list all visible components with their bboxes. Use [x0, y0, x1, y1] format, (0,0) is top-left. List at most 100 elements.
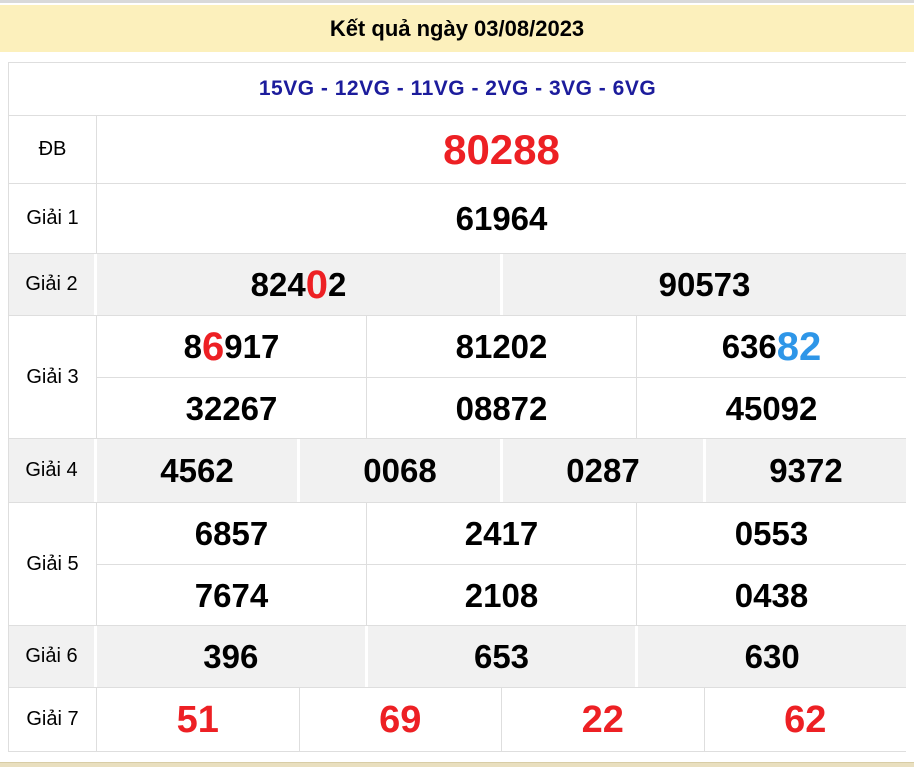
prize-values-area: 8 6 917 81202 636 82 32267 08872 45092	[97, 316, 906, 438]
highlighted-digits: 69	[379, 698, 422, 741]
prize-digits: 90573	[658, 266, 751, 303]
prize-number-cell: 69	[298, 688, 502, 751]
prize-digits: 2417	[464, 515, 539, 552]
prize-table-rows: ĐB 80288 Giải 1 61964 Giải 2 824 0 2 90573 Giải 3…	[9, 115, 906, 751]
prize-number-cell: 0068	[297, 439, 500, 502]
highlighted-digits: 80288	[443, 125, 560, 173]
prize-number-cell: 32267	[97, 378, 366, 438]
prize-line: 8 6 917 81202 636 82	[97, 316, 906, 377]
prize-number-cell: 8 6 917	[97, 316, 366, 377]
prize-digits: 45092	[725, 389, 818, 427]
prize-digits: 0438	[734, 576, 809, 614]
prize-values-area: 824 0 2 90573	[97, 254, 906, 315]
prize-digits: 6857	[194, 515, 269, 552]
prize-number-cell: 0438	[636, 565, 906, 625]
prize-values-area: 4562 0068 0287 9372	[97, 439, 906, 502]
prize-digits: 917	[224, 328, 280, 365]
prize-number-cell: 51	[97, 688, 299, 751]
result-header-band: Kết quả ngày 03/08/2023	[0, 5, 914, 52]
prize-values-area: 61964	[97, 184, 906, 253]
prize-label-g5: Giải 5	[9, 503, 97, 625]
prize-digits: 0553	[734, 515, 809, 552]
prize-line: 51 69 22 62	[97, 688, 906, 751]
prize-number-cell: 4562	[97, 439, 297, 502]
prize-line: 4562 0068 0287 9372	[97, 439, 906, 502]
prize-digits: 636	[721, 328, 777, 365]
prize-label-g2: Giải 2	[9, 254, 97, 315]
prize-digits: 2	[327, 266, 347, 303]
prize-digits: 4562	[160, 452, 234, 489]
prize-number-cell: 396	[97, 626, 365, 687]
prize-row-g7: Giải 7 51 69 22 62	[9, 687, 906, 751]
prize-number-cell: 824 0 2	[97, 254, 500, 315]
prize-digits: 61964	[455, 200, 548, 237]
prize-label-g7: Giải 7	[9, 688, 97, 751]
prize-number-cell: 90573	[500, 254, 906, 315]
top-divider	[0, 0, 914, 3]
station-codes-row: 15VG - 12VG - 11VG - 2VG - 3VG - 6VG	[9, 63, 906, 115]
prize-label-db: ĐB	[9, 116, 97, 183]
highlighted-digits: 62	[784, 698, 827, 741]
prize-values-area: 80288	[97, 116, 906, 183]
prize-line: 6857 2417 0553	[97, 503, 906, 564]
highlighted-digits: 82	[776, 324, 822, 369]
prize-number-cell: 9372	[703, 439, 906, 502]
prize-line: 396 653 630	[97, 626, 906, 687]
prize-label-g4: Giải 4	[9, 439, 97, 502]
prize-digits: 7674	[194, 576, 269, 614]
prize-row-g3: Giải 3 8 6 917 81202 636 82 32267 08872 45092	[9, 315, 906, 438]
prize-number-cell: 6857	[97, 503, 366, 564]
prize-line: 61964	[97, 184, 906, 253]
prize-digits: 630	[744, 638, 800, 675]
lottery-results-table: 15VG - 12VG - 11VG - 2VG - 3VG - 6VG ĐB 8…	[8, 62, 906, 752]
prize-number-cell: 81202	[366, 316, 636, 377]
prize-number-cell: 636 82	[636, 316, 906, 377]
prize-digits: 9372	[769, 452, 843, 489]
station-codes-text: 15VG - 12VG - 11VG - 2VG - 3VG - 6VG	[258, 77, 657, 100]
prize-digits: 824	[250, 266, 306, 303]
prize-number-cell: 45092	[636, 378, 906, 438]
prize-number-cell: 22	[501, 688, 704, 751]
prize-values-area: 6857 2417 0553 7674 2108 0438	[97, 503, 906, 625]
prize-row-g5: Giải 5 6857 2417 0553 7674 2108 0438	[9, 502, 906, 625]
prize-digits: 32267	[185, 389, 278, 427]
prize-line: 80288	[97, 116, 906, 183]
prize-label-g6: Giải 6	[9, 626, 97, 687]
prize-row-g4: Giải 4 4562 0068 0287 9372	[9, 438, 906, 502]
prize-digits: 0287	[566, 452, 640, 489]
prize-number-cell: 0553	[636, 503, 906, 564]
prize-number-cell: 7674	[97, 565, 366, 625]
prize-number-cell: 0287	[500, 439, 703, 502]
prize-line: 824 0 2 90573	[97, 254, 906, 315]
page-title: Kết quả ngày 03/08/2023	[329, 15, 585, 41]
prize-digits: 2108	[464, 576, 539, 614]
prize-number-cell: 2108	[366, 565, 636, 625]
prize-number-cell: 61964	[97, 184, 906, 253]
highlighted-digits: 51	[176, 698, 219, 741]
highlighted-digits: 6	[202, 324, 225, 369]
prize-row-g2: Giải 2 824 0 2 90573	[9, 253, 906, 315]
prize-digits: 396	[203, 638, 259, 675]
prize-line: 7674 2108 0438	[97, 564, 906, 625]
prize-number-cell: 08872	[366, 378, 636, 438]
prize-digits: 08872	[455, 389, 548, 427]
prize-number-cell: 2417	[366, 503, 636, 564]
prize-digits: 0068	[363, 452, 437, 489]
prize-row-g6: Giải 6 396 653 630	[9, 625, 906, 687]
prize-number-cell: 62	[703, 688, 907, 751]
prize-values-area: 396 653 630	[97, 626, 906, 687]
highlighted-digits: 0	[305, 262, 328, 307]
prize-line: 32267 08872 45092	[97, 377, 906, 438]
prize-digits: 8	[183, 328, 203, 365]
prize-number-cell: 80288	[97, 116, 906, 183]
bottom-divider	[0, 762, 914, 767]
prize-label-g1: Giải 1	[9, 184, 97, 253]
prize-values-area: 51 69 22 62	[97, 688, 906, 751]
prize-row-db: ĐB 80288	[9, 115, 906, 183]
prize-number-cell: 653	[364, 626, 636, 687]
highlighted-digits: 22	[581, 698, 624, 741]
prize-number-cell: 630	[635, 626, 906, 687]
prize-digits: 653	[473, 638, 530, 675]
prize-digits: 81202	[455, 328, 548, 365]
prize-label-g3: Giải 3	[9, 316, 97, 438]
